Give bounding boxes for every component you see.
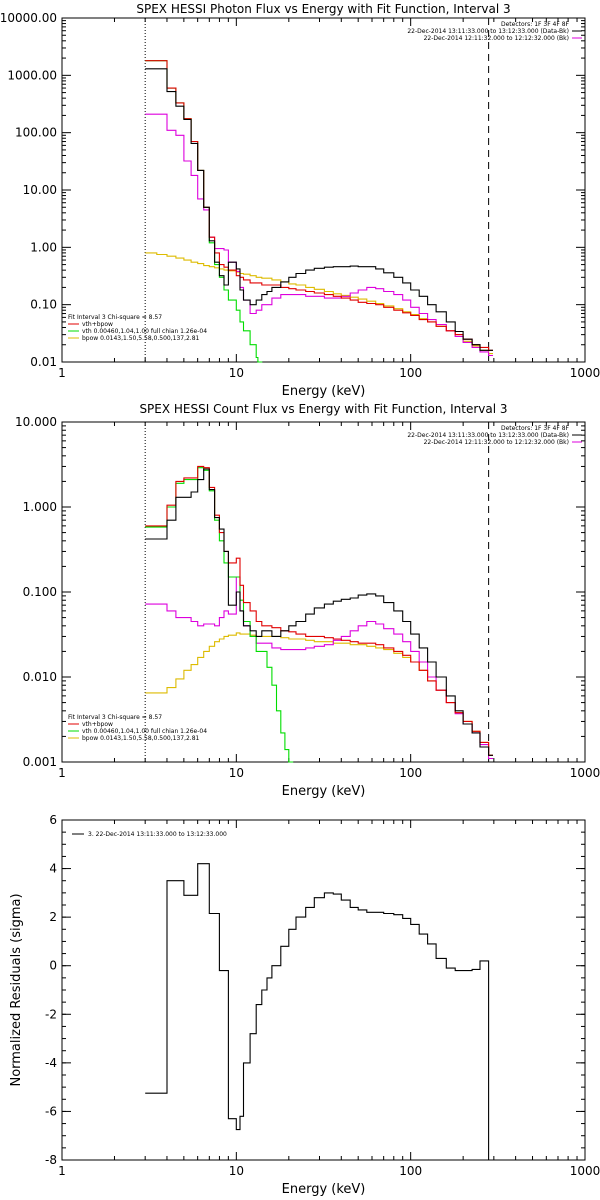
series-data <box>145 863 493 1161</box>
y-tick-label: 0.010 <box>23 670 57 684</box>
y-tick-label: 1.000 <box>23 500 57 514</box>
plot-frame <box>61 17 586 363</box>
legend-entry-bottom-left: vth+bpow <box>82 321 113 328</box>
y-tick-label: 1000.00 <box>7 68 57 82</box>
x-tick-label: 1 <box>58 366 66 380</box>
y-tick-label: 2 <box>49 910 57 924</box>
legend-entry-bottom-left: Fit Interval 3 Chi-square = 8.57 <box>68 314 162 321</box>
y-tick-label: 0.100 <box>23 585 57 599</box>
series-bkg <box>145 113 493 357</box>
y-tick-label: 6 <box>49 813 57 827</box>
x-axis-label: Energy (keV) <box>282 1182 366 1197</box>
y-tick-label: -6 <box>45 1104 57 1118</box>
y-tick-label: 1.00 <box>30 240 57 254</box>
y-tick-label: 4 <box>49 862 57 876</box>
x-tick-label: 1 <box>58 1164 66 1178</box>
legend-entry-bottom-left: vth 0.00460,1.04,1.00 full chian 1.26e-0… <box>82 728 207 735</box>
legend-entry-bottom-left: bpow 0.0143,1.50,5.58,0.500,137,2.81 <box>82 735 200 742</box>
x-tick-label: 1000 <box>570 1164 600 1178</box>
y-tick-label: 10.000 <box>15 415 57 429</box>
x-tick-label: 100 <box>399 1164 422 1178</box>
series-data <box>145 68 493 351</box>
plot-frame <box>61 421 586 763</box>
y-tick-label: 100.00 <box>15 126 57 140</box>
chart-panel-1: SPEX HESSI Photon Flux vs Energy with Fi… <box>0 2 600 399</box>
legend-entry-top-right: 22-Dec-2014 13:11:33.000 to 13:12:33.000… <box>407 28 569 35</box>
legend-entry-top-right: Detectors: 1F 3F 4F 8F <box>501 425 570 432</box>
x-tick-label: 10 <box>229 766 244 780</box>
plot-frame <box>61 819 586 1161</box>
y-tick-label: 0.01 <box>30 355 57 369</box>
series-bkg <box>145 576 493 760</box>
y-tick-label: -2 <box>45 1007 57 1021</box>
x-tick-label: 10 <box>229 1164 244 1178</box>
y-tick-label: -4 <box>45 1056 57 1070</box>
legend-entry-top-right: 22-Dec-2014 12:11:32.000 to 12:12:32.000… <box>424 35 569 42</box>
y-tick-label: 0.10 <box>30 298 57 312</box>
chart-panel-3: 1 10 100 1000 -8 -6 -4 -2 0 2 4 6 Energy (keV) Normal… <box>9 813 600 1197</box>
x-axis-label: Energy (keV) <box>282 384 366 399</box>
legend-entry-bottom-left: vth+bpow <box>82 721 113 728</box>
y-axis-label: Normalized Residuals (sigma) <box>9 893 24 1086</box>
series-vth <box>145 60 263 363</box>
series-vth <box>145 467 294 763</box>
legend-entry-top-left: 3. 22-Dec-2014 13:11:33.000 to 13:12:33.… <box>88 831 227 838</box>
legend-entry-top-right: 22-Dec-2014 13:11:33.000 to 13:12:33.000… <box>407 432 569 439</box>
chart-panel-2: SPEX HESSI Count Flux vs Energy with Fit… <box>15 402 600 799</box>
x-tick-label: 100 <box>399 766 422 780</box>
legend-entry-top-right: 22-Dec-2014 12:11:32.000 to 12:12:32.000… <box>424 439 569 446</box>
y-tick-label: 10.00 <box>23 183 57 197</box>
x-tick-label: 1 <box>58 766 66 780</box>
y-tick-label: 10000.00 <box>0 11 57 25</box>
series-total <box>145 60 493 351</box>
x-tick-label: 100 <box>399 366 422 380</box>
series-total <box>145 465 493 756</box>
series-data <box>145 468 493 756</box>
y-tick-label: 0.001 <box>23 755 57 769</box>
x-axis-label: Energy (keV) <box>282 784 366 799</box>
x-tick-label: 1000 <box>570 766 600 780</box>
chart-title: SPEX HESSI Photon Flux vs Energy with Fi… <box>136 2 510 16</box>
x-tick-label: 10 <box>229 366 244 380</box>
legend-entry-bottom-left: bpow 0.0143,1.50,5.58,0.500,137,2.81 <box>82 335 200 342</box>
y-tick-label: -8 <box>45 1153 57 1167</box>
chart-title: SPEX HESSI Count Flux vs Energy with Fit… <box>139 402 507 416</box>
legend-entry-bottom-left: vth 0.00460,1.04,1.00 full chian 1.26e-0… <box>82 328 207 335</box>
legend-entry-bottom-left: Fit Interval 3 Chi-square = 8.57 <box>68 714 162 721</box>
legend-entry-top-right: Detectors: 1F 3F 4F 8F <box>501 21 570 28</box>
y-tick-label: 0 <box>49 959 57 973</box>
x-tick-label: 1000 <box>570 366 600 380</box>
